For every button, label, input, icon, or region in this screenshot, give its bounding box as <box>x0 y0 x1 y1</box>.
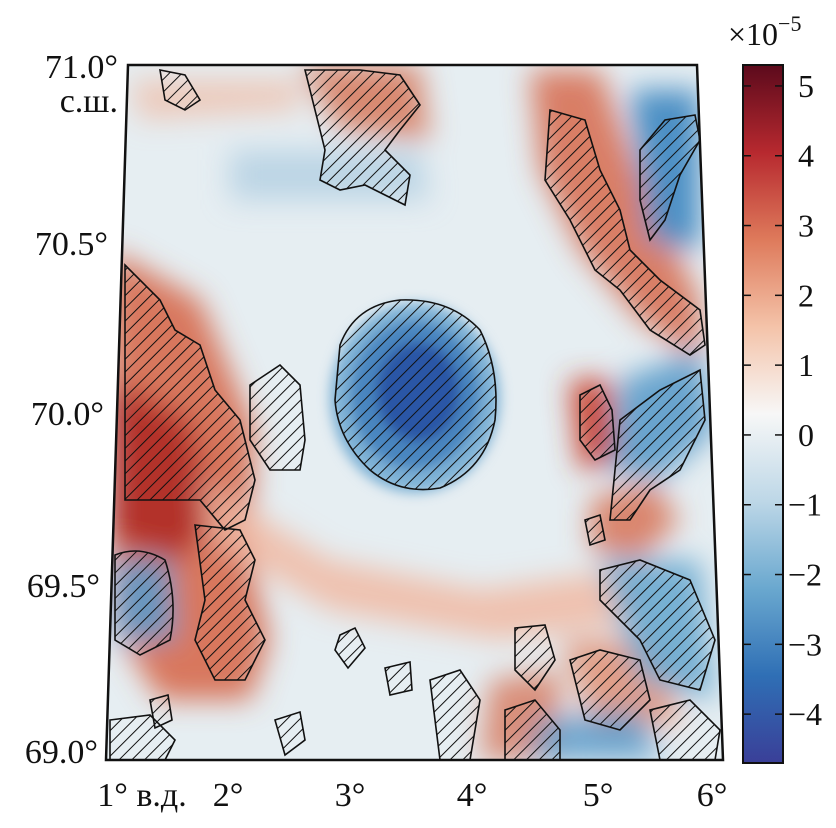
lat-label-69: 69.0° <box>25 734 98 771</box>
lat-label-71: 71.0° <box>45 49 118 86</box>
colorbar-frame <box>742 64 784 764</box>
hatch-bottom-b <box>384 661 413 696</box>
hatch-bottom-d <box>514 624 556 692</box>
hatch-e-small <box>584 513 606 547</box>
hatch-bottom-g <box>649 699 721 760</box>
longitude-labels: 1° в.д. 2° 3° 4° 5° 6° <box>97 777 727 814</box>
colorbar-fill <box>743 65 783 763</box>
hatch-bottom-a <box>334 626 366 670</box>
lat-label-70: 70.0° <box>31 396 104 433</box>
lat-label-unit: с.ш. <box>60 83 118 120</box>
hatch-small-west <box>249 363 306 471</box>
colorbar-multiplier: ×10−5 <box>728 11 801 52</box>
colorbar-multiplier-base: ×10 <box>728 16 778 52</box>
lon-label-5: 5° <box>583 777 614 814</box>
colorbar-exponent: −5 <box>778 11 801 36</box>
hatch-ne-band <box>544 108 706 356</box>
colorbar-tick-label: 5 <box>798 68 814 104</box>
colorbar-tick-label: 2 <box>798 277 814 313</box>
hatch-east-red <box>579 383 616 462</box>
hatch-sw-small <box>149 693 173 730</box>
hatch-top-left <box>159 68 202 111</box>
colorbar-ticks: 5 4 3 2 1 0 −1 −2 −3 −4 <box>743 68 822 732</box>
lon-label-6: 6° <box>697 777 728 814</box>
latitude-labels: 71.0° с.ш. 70.5° 70.0° 69.5° 69.0° <box>25 49 118 771</box>
hatch-bottom-f <box>569 649 651 731</box>
hatch-left-blue <box>114 550 174 656</box>
hatch-ne-blue <box>639 114 701 242</box>
hatch-bottom-c <box>429 669 481 760</box>
colorbar-tick-label: 1 <box>798 347 814 383</box>
hatch-top-center <box>303 69 421 207</box>
hatch-bottom-e <box>504 699 561 760</box>
colorbar-tick-label: −3 <box>788 626 822 662</box>
lon-label-1: 1° в.д. <box>97 777 186 814</box>
lon-label-3: 3° <box>335 777 366 814</box>
lat-label-69-5: 69.5° <box>27 568 100 605</box>
map-frame <box>104 63 725 762</box>
colorbar-tick-label: 0 <box>798 417 814 453</box>
colorbar: 5 4 3 2 1 0 −1 −2 −3 −4 ×10−5 <box>728 11 822 764</box>
colorbar-gradient <box>743 65 783 763</box>
hatch-east-mid <box>609 368 706 521</box>
colorbar-tick-label: −2 <box>788 557 822 593</box>
colorbar-tick-label: 3 <box>798 208 814 244</box>
colorbar-tick-label: −1 <box>788 487 822 523</box>
lon-label-4: 4° <box>457 777 488 814</box>
lat-label-70-5: 70.5° <box>35 226 108 263</box>
significance-hatching <box>109 68 721 760</box>
hatch-left-band <box>124 263 256 531</box>
colorbar-tick-label: −4 <box>788 696 822 732</box>
lon-label-2: 2° <box>213 777 244 814</box>
hatch-se <box>599 559 716 691</box>
hatch-bottom-h <box>274 710 306 757</box>
hatch-left-lower <box>194 524 266 681</box>
hatch-center <box>334 299 497 491</box>
colorbar-tick-label: 4 <box>798 138 814 174</box>
